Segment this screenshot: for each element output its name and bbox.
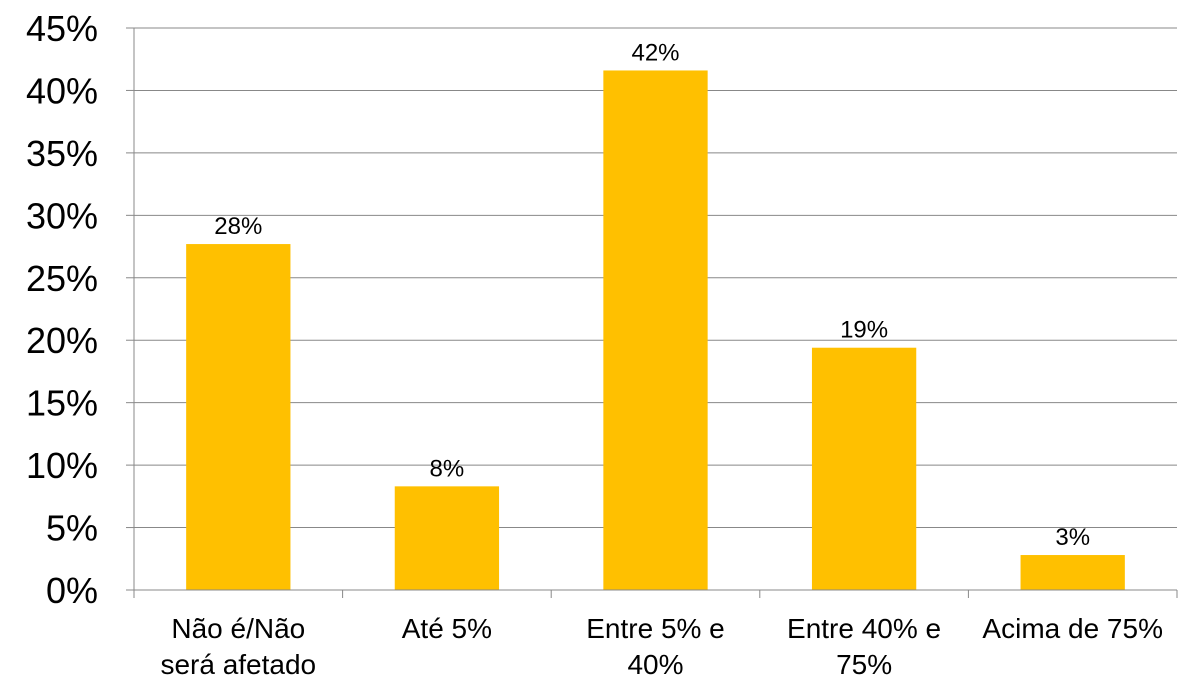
bar bbox=[811, 347, 917, 590]
x-tick-label: Até 5% bbox=[402, 613, 492, 644]
bar bbox=[1020, 555, 1125, 590]
data-labels: 28% 8% 42% 19% 3% bbox=[214, 39, 1090, 551]
y-tick-label: 25% bbox=[26, 258, 98, 299]
x-tick-label: Acima de 75% bbox=[982, 613, 1163, 644]
bars bbox=[186, 70, 1125, 590]
y-tick-label: 15% bbox=[26, 383, 98, 424]
bar bbox=[603, 70, 708, 590]
y-tick-label: 10% bbox=[26, 445, 98, 486]
bar bbox=[186, 244, 291, 590]
y-tick-label: 45% bbox=[26, 8, 98, 49]
x-axis-ticks: Não é/Não será afetado Até 5% Entre 5% e 40%… bbox=[160, 613, 1163, 676]
axes bbox=[126, 27, 1178, 598]
data-label: 3% bbox=[1055, 524, 1090, 551]
y-tick-label: 0% bbox=[46, 570, 98, 611]
y-tick-label: 30% bbox=[26, 195, 98, 236]
x-tick-label: Entre 40% e 75% bbox=[787, 613, 941, 676]
data-label: 8% bbox=[430, 455, 465, 482]
y-tick-label: 40% bbox=[26, 70, 98, 111]
y-tick-label: 5% bbox=[46, 508, 98, 549]
x-tick-label: Não é/Não será afetado bbox=[160, 613, 316, 676]
y-axis-ticks: 0% 5% 10% 15% 20% 25% 30% 35% 40% 45% bbox=[26, 8, 98, 611]
y-tick-label: 20% bbox=[26, 320, 98, 361]
bar bbox=[394, 486, 500, 590]
x-tick-label: Entre 5% e 40% bbox=[586, 613, 725, 676]
data-label: 28% bbox=[214, 213, 262, 240]
data-label: 42% bbox=[631, 39, 679, 66]
data-label: 19% bbox=[840, 317, 888, 344]
y-tick-label: 35% bbox=[26, 133, 98, 174]
